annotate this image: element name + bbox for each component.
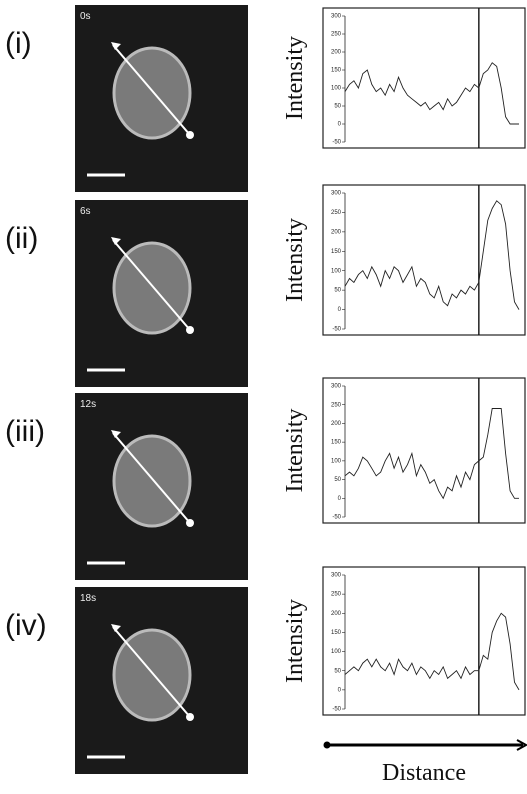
- profile-arrow: [112, 432, 191, 524]
- time-label: 12s: [80, 399, 96, 410]
- plot-frame: [322, 566, 526, 716]
- arrow-head: [111, 430, 121, 438]
- panel-label: (iii): [5, 415, 45, 448]
- y-tick-label: -50: [332, 140, 341, 146]
- y-tick-label: 200: [331, 50, 342, 56]
- y-tick-label: 200: [331, 611, 342, 617]
- y-tick-label: 200: [331, 229, 342, 235]
- y-tick-label: 250: [331, 210, 342, 216]
- distance-arrow: [516, 739, 527, 751]
- time-label: 6s: [80, 206, 91, 217]
- arrow-end: [186, 713, 194, 721]
- panel-label: (ii): [5, 222, 38, 255]
- y-tick-label: -50: [332, 327, 341, 333]
- y-tick-label: 50: [334, 477, 341, 483]
- panel-label: (i): [5, 27, 32, 60]
- y-tick-label: 250: [331, 32, 342, 38]
- y-tick-label: 150: [331, 630, 342, 636]
- y-axis-label: Intensity: [282, 599, 308, 683]
- y-tick-label: 150: [331, 249, 342, 255]
- panel-label: (iv): [5, 609, 47, 642]
- cell: [112, 241, 192, 335]
- y-tick-label: 150: [331, 68, 342, 74]
- y-tick-label: 0: [338, 687, 342, 693]
- profile-arrow: [112, 239, 191, 331]
- arrow-end: [186, 131, 194, 139]
- y-tick-label: 300: [331, 384, 342, 390]
- arrow-head: [111, 624, 121, 632]
- y-tick-label: 100: [331, 458, 342, 464]
- arrow-end: [186, 326, 194, 334]
- profile-arrow: [112, 44, 191, 136]
- y-tick-label: 0: [338, 122, 342, 128]
- y-tick-label: 100: [331, 649, 342, 655]
- y-tick-label: -50: [332, 515, 341, 521]
- plot-frame: [322, 184, 526, 336]
- cell: [112, 628, 192, 722]
- plot-frame: [322, 377, 526, 524]
- y-tick-label: 50: [334, 668, 341, 674]
- time-label: 18s: [80, 593, 96, 604]
- x-axis-label: Distance: [382, 760, 466, 786]
- cell: [112, 434, 192, 528]
- y-tick-label: 150: [331, 440, 342, 446]
- y-tick-label: 250: [331, 592, 342, 598]
- plot-frame: [322, 7, 526, 149]
- intensity-line: [344, 200, 520, 310]
- y-tick-label: 300: [331, 191, 342, 197]
- distance-start: [323, 741, 331, 749]
- arrow-end: [186, 519, 194, 527]
- arrow-head: [111, 237, 121, 245]
- y-tick-label: 200: [331, 421, 342, 427]
- y-tick-label: 300: [331, 573, 342, 579]
- y-tick-label: 0: [338, 307, 342, 313]
- y-axis-label: Intensity: [282, 36, 308, 120]
- y-tick-label: 100: [331, 268, 342, 274]
- y-tick-label: -50: [332, 707, 341, 713]
- profile-arrow: [112, 626, 191, 718]
- arrow-head: [111, 42, 121, 50]
- intensity-line: [344, 408, 519, 500]
- intensity-line: [344, 612, 520, 691]
- y-axis-label: Intensity: [282, 409, 308, 493]
- y-tick-label: 300: [331, 14, 342, 20]
- y-tick-label: 100: [331, 86, 342, 92]
- y-tick-label: 50: [334, 104, 341, 110]
- intensity-line: [344, 62, 519, 125]
- y-tick-label: 0: [338, 496, 342, 502]
- y-tick-label: 50: [334, 288, 341, 294]
- y-axis-label: Intensity: [282, 218, 308, 302]
- time-label: 0s: [80, 11, 91, 22]
- y-tick-label: 250: [331, 402, 342, 408]
- cell: [112, 46, 192, 140]
